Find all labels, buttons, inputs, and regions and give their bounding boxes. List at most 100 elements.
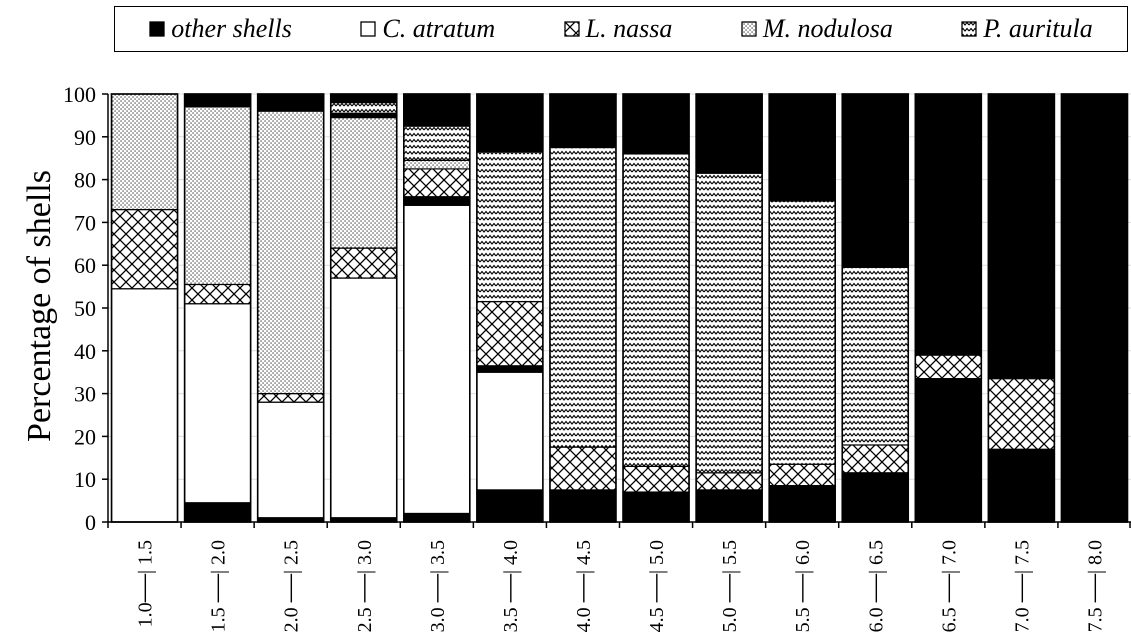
bar-segment [330, 112, 398, 119]
bar-segment [622, 491, 690, 523]
y-tick-label: 90 [74, 125, 96, 150]
x-tick-label: 2.5 ──| 3.0 [354, 540, 376, 632]
y-tick-label: 20 [74, 424, 96, 449]
x-tick-label: 1.0──| 1.5 [135, 540, 157, 627]
bar-segment [695, 93, 763, 174]
x-tick-label: 5.5 ──| 6.0 [792, 540, 814, 632]
bar-segment [549, 491, 617, 523]
bar-group [695, 93, 763, 523]
bar-group [476, 93, 544, 523]
bar-segment [257, 110, 325, 395]
bar-group [841, 93, 910, 523]
bar-segment [914, 354, 982, 380]
bar-segment [403, 168, 471, 198]
x-tick-label: 4.5 ──| 5.0 [646, 540, 668, 632]
bar-group [987, 93, 1056, 523]
bar-segment [184, 106, 252, 286]
bar-segment [403, 159, 471, 170]
bar-group [768, 93, 836, 523]
x-tick-label: 5.0 ──| 5.5 [719, 540, 741, 632]
y-tick-label: 50 [74, 296, 96, 321]
bar-segment [403, 125, 471, 161]
bar-group [403, 93, 471, 523]
bar-group [914, 93, 983, 523]
x-tick-label: 1.5 ──| 2.0 [208, 540, 230, 632]
x-tick-label: 7.5 ──| 8.0 [1084, 540, 1106, 632]
bar-segment [695, 172, 763, 474]
bar-segment [549, 146, 617, 448]
bar-segment [914, 93, 982, 356]
bar-group [622, 93, 690, 523]
bar-segment [330, 93, 398, 104]
bar-segment [330, 101, 398, 114]
x-tick-label: 6.5 ──| 7.0 [938, 540, 960, 632]
legend-label: P. auritula [983, 14, 1093, 43]
legend-label: M. nodulosa [762, 14, 893, 43]
bar-segment [403, 204, 471, 515]
bar-segment [476, 371, 544, 491]
bar-segment [768, 200, 836, 465]
bar-segment [622, 93, 690, 155]
x-tick-label: 6.0 ──| 6.5 [865, 540, 887, 632]
bar-segment [257, 401, 325, 519]
y-tick-label: 80 [74, 168, 96, 193]
bar-segment [841, 93, 909, 268]
bar-segment [476, 151, 544, 303]
bar-segment [257, 93, 325, 112]
bar-segment [184, 93, 252, 108]
bar-segment [476, 300, 544, 367]
bar-segment [987, 448, 1055, 523]
bar-segment [476, 93, 544, 153]
legend-label: L. nassa [585, 14, 673, 43]
bar-segment [695, 472, 763, 491]
bar-segment [476, 489, 544, 523]
legend-swatch [741, 21, 757, 37]
bar-segment [403, 93, 471, 127]
bar-group [183, 93, 252, 523]
legend-item: C. atratum [360, 14, 495, 44]
legend-swatch [961, 21, 978, 37]
bar-segment [914, 378, 982, 523]
x-tick-label: 3.5 ──| 4.0 [500, 540, 522, 632]
x-tick-label: 2.0 ──| 2.5 [281, 540, 303, 632]
axes: 0 10 20 30 40 50 60 70 80 90 100 1.0──| 1.5 1.5 ──| … [63, 82, 1131, 632]
bar-group [329, 93, 398, 523]
bar-segment [110, 93, 179, 211]
legend-item: L. nassa [563, 14, 673, 44]
legend-label: C. atratum [382, 14, 496, 43]
legend-swatch [149, 21, 165, 37]
bar-segment [110, 288, 179, 523]
bar-segment [403, 196, 471, 206]
legend-item: M. nodulosa [741, 14, 893, 44]
bar-segment [476, 365, 544, 373]
bar-segment [184, 502, 252, 523]
bar-group [1060, 93, 1129, 523]
bar-group [256, 93, 325, 523]
bar-segment [1060, 93, 1129, 523]
legend-label: other shells [171, 14, 292, 43]
y-tick-label: 40 [74, 339, 96, 364]
y-tick-label: 60 [74, 253, 96, 278]
legend-item: other shells [149, 14, 292, 44]
bar-segment [330, 116, 398, 249]
y-tick-label: 30 [74, 382, 96, 407]
bar-segment [987, 93, 1055, 380]
bar-segment [184, 283, 252, 305]
bar-segment [257, 393, 325, 403]
bar-segment [695, 489, 763, 523]
bar-segment [841, 472, 909, 523]
bars [110, 93, 1129, 523]
bar-segment [841, 266, 909, 446]
y-tick-label: 10 [74, 467, 96, 492]
bar-segment [622, 465, 690, 493]
y-axis-label: Percentage of shells [21, 170, 58, 442]
bar-segment [330, 247, 398, 279]
x-tick-label: 7.0 ──| 7.5 [1011, 540, 1033, 632]
bar-segment [549, 446, 617, 491]
bar-segment [841, 444, 909, 474]
bar-group [549, 93, 617, 523]
legend-item: P. auritula [961, 14, 1093, 44]
bar-segment [987, 378, 1055, 450]
bar-segment [330, 277, 398, 519]
